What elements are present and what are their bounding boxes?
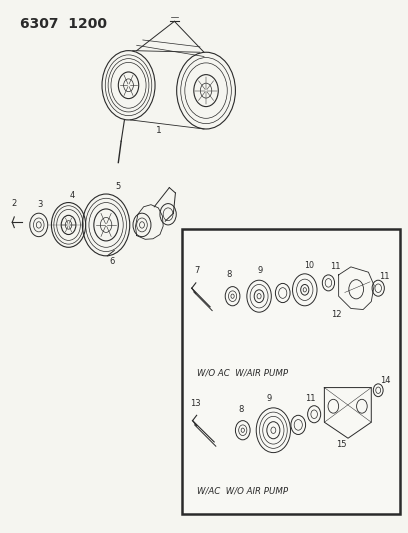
Text: 6307  1200: 6307 1200 bbox=[20, 17, 107, 31]
Text: 11: 11 bbox=[305, 394, 315, 403]
Text: 15: 15 bbox=[336, 440, 347, 449]
Text: 3: 3 bbox=[37, 200, 42, 209]
Text: 10: 10 bbox=[304, 261, 314, 270]
Text: 11: 11 bbox=[330, 262, 341, 271]
Text: 14: 14 bbox=[380, 376, 391, 385]
Text: 8: 8 bbox=[226, 270, 232, 279]
Text: 2: 2 bbox=[12, 199, 17, 208]
Text: 13: 13 bbox=[190, 399, 201, 408]
Text: 7: 7 bbox=[194, 266, 200, 275]
Text: 6: 6 bbox=[109, 257, 115, 265]
Text: 4: 4 bbox=[70, 191, 75, 200]
Text: 12: 12 bbox=[331, 310, 342, 319]
Text: 9: 9 bbox=[267, 394, 272, 403]
Text: 5: 5 bbox=[115, 182, 120, 191]
Text: 9: 9 bbox=[257, 266, 262, 275]
Text: 1: 1 bbox=[156, 126, 162, 135]
Text: 8: 8 bbox=[238, 406, 244, 415]
Text: W/O AC  W/AIR PUMP: W/O AC W/AIR PUMP bbox=[197, 368, 288, 377]
Text: W/AC  W/O AIR PUMP: W/AC W/O AIR PUMP bbox=[197, 487, 288, 496]
Text: 11: 11 bbox=[379, 272, 390, 281]
Bar bbox=[182, 229, 400, 514]
